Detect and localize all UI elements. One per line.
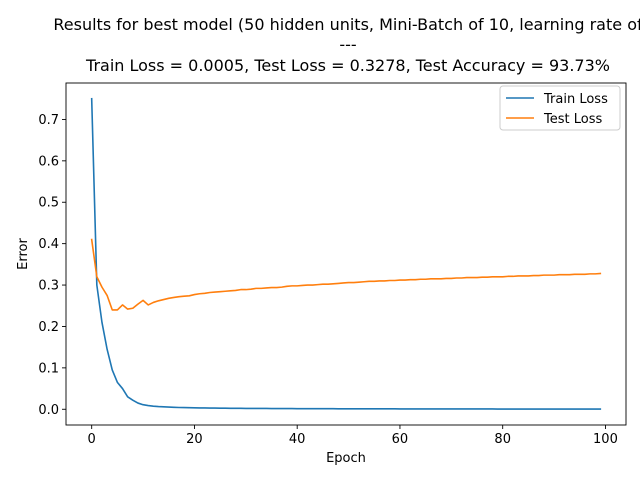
plot-area: 0 20 40 60 80 100 0.0 0.1 0.2 0.3 0.4 0.5 0.6 0.7	[38, 82, 627, 447]
y-tick-label: 0.2	[38, 320, 59, 335]
x-tick-label: 40	[289, 432, 306, 447]
y-tick-label: 0.4	[38, 237, 59, 252]
series-line-train-loss	[90, 97, 602, 410]
y-tick-label: 0.7	[38, 113, 59, 128]
y-tick-label: 0.1	[38, 361, 59, 376]
x-axis-label: Epoch	[326, 451, 366, 466]
series-line-test-loss	[90, 238, 602, 311]
y-tick-label: 0.6	[38, 154, 59, 169]
legend-box	[499, 85, 621, 131]
axes-frame	[65, 82, 627, 426]
legend-label-test-loss: Test Loss	[543, 112, 602, 127]
x-tick-label: 100	[593, 432, 618, 447]
legend-label-train-loss: Train Loss	[543, 92, 608, 107]
chart-title-line-1: Results for best model (50 hidden units,…	[53, 15, 640, 34]
y-axis-label: Error	[16, 238, 31, 270]
x-tick-label: 80	[494, 432, 511, 447]
x-tick-label: 60	[392, 432, 409, 447]
y-tick-label: 0.3	[38, 279, 59, 294]
y-tick-label: 0.0	[38, 403, 59, 418]
chart-title-line-3: Train Loss = 0.0005, Test Loss = 0.3278,…	[85, 56, 610, 75]
chart-title-line-2: ---	[339, 35, 356, 54]
y-tick-label: 0.5	[38, 196, 59, 211]
x-tick-label: 0	[88, 432, 96, 447]
x-tick-label: 20	[186, 432, 203, 447]
legend: Train Loss Test Loss	[499, 85, 621, 131]
